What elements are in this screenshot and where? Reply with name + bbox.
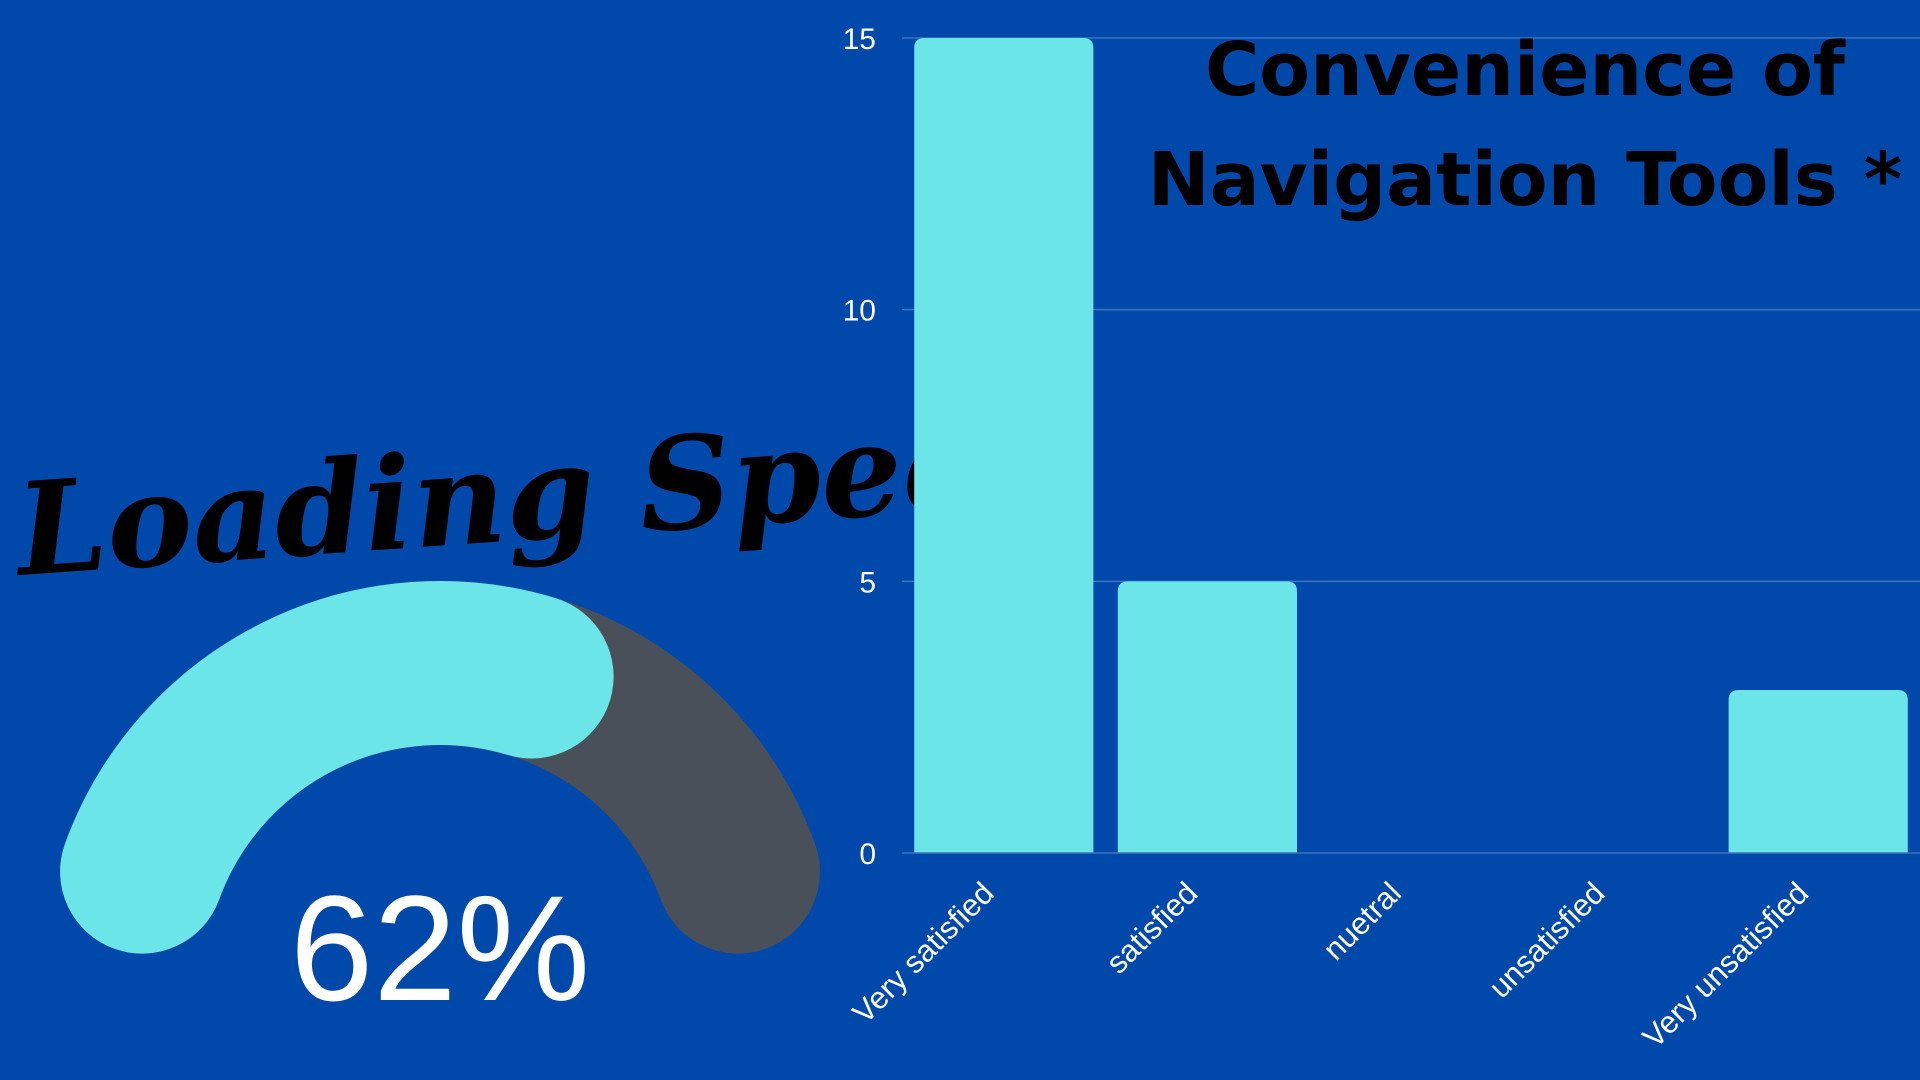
x-tick-label: nuetral (1316, 875, 1408, 967)
gauge-fill (60, 581, 614, 954)
bar (1117, 581, 1297, 853)
bars (914, 38, 1908, 853)
gauge-value-label: 62% (290, 864, 590, 1032)
y-tick-label: 5 (859, 566, 876, 599)
y-tick-label: 15 (843, 23, 876, 56)
x-tick-label: satisfied (1099, 875, 1204, 980)
chart-title-line-2: Navigation Tools * (1148, 137, 1903, 223)
x-tick-label: Very satisfied (846, 875, 1001, 1030)
y-axis-ticks: 0 5 10 15 (843, 23, 876, 871)
bar (914, 38, 1094, 853)
loading-speed-gauge: 62% (60, 581, 820, 1032)
y-tick-label: 0 (859, 838, 876, 871)
navigation-tools-bar-chart: 0 5 10 15 Very satisfied satisfied nuetral uns… (843, 23, 1920, 1055)
x-tick-label: unsatisfied (1482, 875, 1612, 1005)
x-tick-label: Very unsatisfied (1636, 875, 1816, 1055)
chart-title-line-1: Convenience of (1205, 27, 1846, 113)
y-tick-label: 10 (843, 295, 876, 328)
bar (1728, 690, 1908, 853)
x-axis-labels: Very satisfied satisfied nuetral unsatisfie… (846, 875, 1816, 1055)
